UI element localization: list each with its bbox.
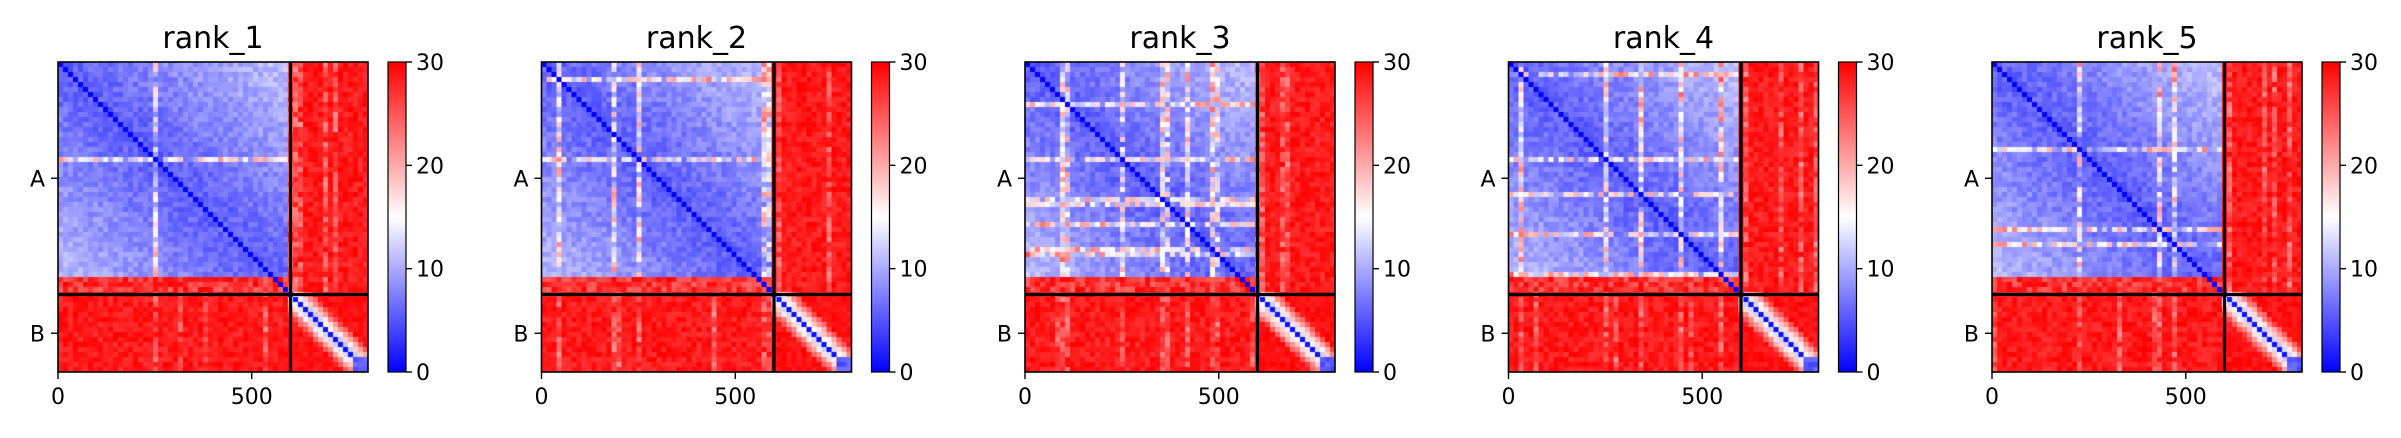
panel-rank_5: rank_5 0 500 A B 0 10 20 30 <box>1964 21 2378 410</box>
colorbar-tick-label: 0 <box>1867 361 1881 386</box>
plot-frame <box>1507 61 1820 373</box>
colorbar-tick-label: 0 <box>416 361 430 386</box>
y-tick-label: A <box>513 167 528 192</box>
x-tick-label: 0 <box>1502 385 1516 410</box>
x-tick-label: 0 <box>535 385 549 410</box>
colorbar-tick-label: 20 <box>1867 154 1895 179</box>
colorbar: 0 10 20 30 <box>2321 51 2378 386</box>
x-tick-label: 500 <box>2165 385 2207 410</box>
y-tick-label: B <box>513 322 528 347</box>
y-tick-label: B <box>1480 322 1495 347</box>
colorbar-tick-label: 10 <box>900 258 928 283</box>
colorbar-tick-label: 0 <box>900 361 914 386</box>
plot-frame <box>1991 61 2303 373</box>
colorbar-tick-label: 30 <box>2350 51 2378 76</box>
colorbar-tick-label: 30 <box>416 51 444 76</box>
colorbar-tick-label: 10 <box>1867 258 1895 283</box>
y-tick-label: A <box>1480 167 1495 192</box>
panel-rank_1: rank_1 0 500 A B 0 10 20 30 <box>30 21 444 410</box>
heatmap-cells <box>58 62 368 372</box>
x-tick-label: 500 <box>1681 385 1723 410</box>
colorbar-tick-label: 30 <box>1383 51 1411 76</box>
colorbar-tick-label: 0 <box>2350 361 2364 386</box>
colorbar-tick-label: 30 <box>900 51 928 76</box>
panel-title: rank_4 <box>1613 21 1714 56</box>
y-tick-label: A <box>1964 167 1979 192</box>
colorbar-tick-label: 0 <box>1383 361 1397 386</box>
panel-title: rank_2 <box>646 21 747 56</box>
colorbar: 0 10 20 30 <box>1354 51 1411 386</box>
heatmap-cells <box>541 62 852 372</box>
colorbar-tick-label: 30 <box>1867 51 1895 76</box>
heatmap-cells <box>1508 62 1819 372</box>
y-tick-label: B <box>1964 322 1979 347</box>
colorbar-tick-label: 20 <box>1383 154 1411 179</box>
y-tick-label: A <box>30 167 45 192</box>
colorbar-tick-label: 20 <box>900 154 928 179</box>
colorbar-gradient <box>1837 61 1858 373</box>
colorbar: 0 10 20 30 <box>870 51 928 386</box>
y-tick-label: A <box>997 167 1012 192</box>
colorbar: 0 10 20 30 <box>387 51 444 386</box>
colorbar-tick-label: 10 <box>416 258 444 283</box>
panel-rank_4: rank_4 0 500 A B 0 10 20 30 <box>1480 21 1894 410</box>
colorbar: 0 10 20 30 <box>1837 51 1895 386</box>
colorbar-gradient <box>1354 61 1374 373</box>
y-tick-label: B <box>30 322 45 347</box>
colorbar-tick-label: 10 <box>1383 258 1411 283</box>
plot-frame <box>540 61 853 373</box>
x-tick-label: 500 <box>714 385 756 410</box>
x-tick-label: 500 <box>1198 385 1240 410</box>
panel-title: rank_1 <box>162 21 263 56</box>
plot-frame <box>57 61 369 373</box>
heatmap-cells <box>1025 62 1335 372</box>
x-tick-label: 0 <box>51 385 65 410</box>
panel-title: rank_3 <box>1129 21 1230 56</box>
colorbar-gradient <box>2321 61 2341 373</box>
x-tick-label: 500 <box>231 385 273 410</box>
y-tick-label: B <box>997 322 1012 347</box>
panel-rank_2: rank_2 0 500 A B 0 10 20 30 <box>513 21 927 410</box>
x-tick-label: 0 <box>1985 385 1999 410</box>
colorbar-gradient <box>387 61 407 373</box>
colorbar-tick-label: 20 <box>2350 154 2378 179</box>
plot-frame <box>1024 61 1336 373</box>
panel-title: rank_5 <box>2096 21 2197 56</box>
heatmap-cells <box>1992 62 2302 372</box>
x-tick-label: 0 <box>1018 385 1032 410</box>
colorbar-tick-label: 10 <box>2350 258 2378 283</box>
panel-rank_3: rank_3 0 500 A B 0 10 20 30 <box>997 21 1411 410</box>
colorbar-tick-label: 20 <box>416 154 444 179</box>
colorbar-gradient <box>870 61 891 373</box>
